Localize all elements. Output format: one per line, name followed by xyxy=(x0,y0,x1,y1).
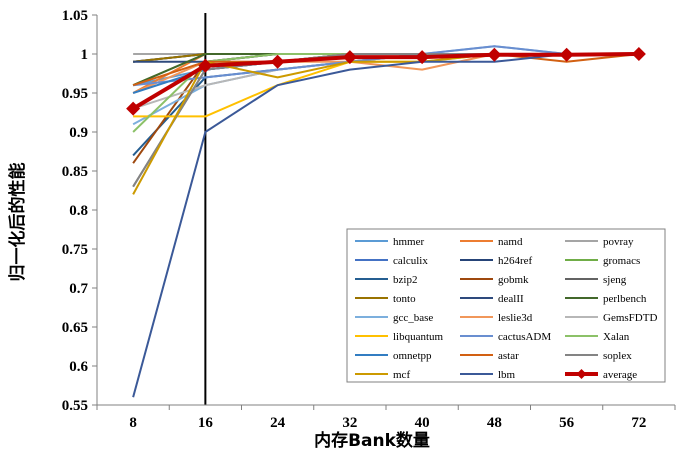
y-tick-label: 0.7 xyxy=(69,281,88,297)
average-marker xyxy=(198,58,213,73)
series-line-average xyxy=(132,52,639,111)
legend-label: gcc_base xyxy=(393,312,433,324)
legend-label: Xalan xyxy=(603,331,630,343)
x-axis-title: 内存Bank数量 xyxy=(314,430,430,451)
legend-label: omnetpp xyxy=(393,350,432,362)
y-tick-label: 0.95 xyxy=(62,86,88,102)
y-tick-label: 0.85 xyxy=(62,164,88,180)
series-line-sjeng xyxy=(132,53,639,188)
average-marker xyxy=(270,54,285,69)
y-tick-label: 0.75 xyxy=(62,242,88,258)
x-tick-label: 40 xyxy=(415,415,430,431)
x-tick-label: 72 xyxy=(631,415,646,431)
y-tick-label: 0.9 xyxy=(69,125,88,141)
legend-label: calculix xyxy=(393,255,428,267)
y-tick-label: 1 xyxy=(81,47,89,63)
y-tick-label: 0.6 xyxy=(69,359,88,375)
x-tick-label: 48 xyxy=(487,415,502,431)
series-line-leslie3d xyxy=(132,53,639,94)
y-tick-label: 0.8 xyxy=(69,203,88,219)
series-line-soplex xyxy=(132,53,639,188)
series-line-omnetpp xyxy=(132,53,639,94)
average-marker xyxy=(631,47,646,61)
y-tick-label: 1.05 xyxy=(62,8,88,24)
legend-label: gobmk xyxy=(498,274,529,286)
legend-label: average xyxy=(603,369,637,381)
legend-label: lbm xyxy=(498,369,516,381)
legend-label: dealII xyxy=(498,293,524,305)
series-line-gobmk xyxy=(132,53,639,164)
legend: hmmer namd povray calculix h264ref gromacs bzi… xyxy=(346,228,666,383)
legend-label: hmmer xyxy=(393,236,424,248)
y-axis-title: 归一化后的性能 xyxy=(7,163,28,282)
series-line-mcf xyxy=(132,53,639,195)
legend-label: bzip2 xyxy=(393,274,417,286)
legend-box xyxy=(346,228,666,383)
legend-label: namd xyxy=(498,236,523,248)
average-marker xyxy=(487,47,502,62)
legend-label: leslie3d xyxy=(498,312,533,324)
x-tick-label: 56 xyxy=(559,415,575,431)
legend-label: perlbench xyxy=(603,293,647,305)
legend-label: tonto xyxy=(393,293,416,305)
average-marker xyxy=(415,50,430,65)
series-lines-group xyxy=(126,45,646,398)
average-marker xyxy=(559,47,574,62)
legend-label: libquantum xyxy=(393,331,444,343)
x-tick-label: 8 xyxy=(129,415,137,431)
legend-label: povray xyxy=(603,236,634,248)
legend-label: h264ref xyxy=(498,255,533,267)
legend-marker xyxy=(576,369,587,379)
series-line-namd xyxy=(132,53,639,94)
axes-group: 0.55 0.6 0.65 0.7 0.75 0.8 0.85 0.9 0.95 1 1.05 8 16… xyxy=(62,8,676,431)
legend-label: mcf xyxy=(393,369,410,381)
legend-label: gromacs xyxy=(603,255,640,267)
y-tick-label: 0.65 xyxy=(62,320,88,336)
average-marker xyxy=(126,101,141,116)
legend-label: sjeng xyxy=(603,274,627,286)
x-tick-label: 16 xyxy=(198,415,214,431)
legend-label: cactusADM xyxy=(498,331,551,343)
legend-label: astar xyxy=(498,350,519,362)
y-tick-label: 0.55 xyxy=(62,398,88,414)
x-tick-label: 32 xyxy=(342,415,357,431)
legend-label: GemsFDTD xyxy=(603,312,657,324)
x-tick-label: 24 xyxy=(270,415,286,431)
legend-label: soplex xyxy=(603,350,632,362)
average-marker xyxy=(342,50,357,65)
